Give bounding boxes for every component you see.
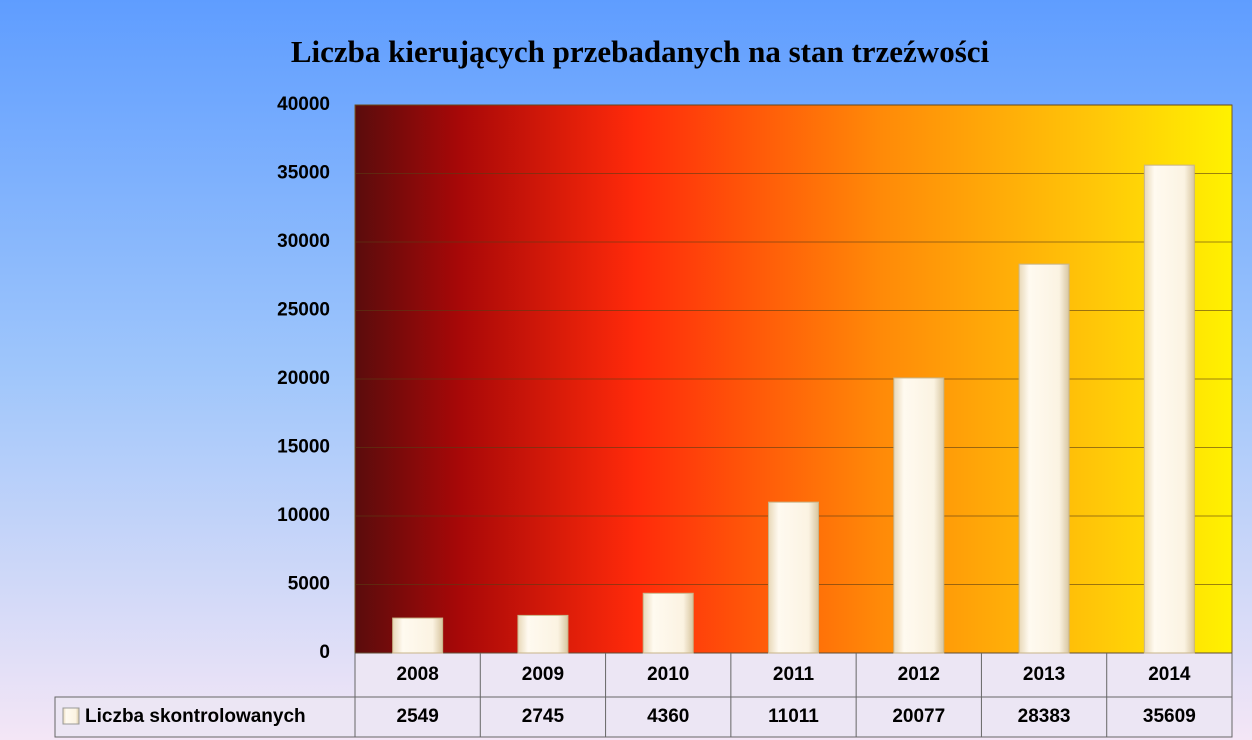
bar	[768, 501, 819, 654]
bar	[1018, 263, 1070, 654]
x-tick-label: 2010	[647, 664, 689, 685]
table-value: 4360	[647, 706, 689, 727]
y-tick-label: 25000	[277, 300, 330, 321]
y-tick-label: 10000	[277, 505, 330, 526]
table-value: 20077	[892, 706, 945, 727]
y-tick-label: 5000	[288, 574, 330, 595]
chart-title: Liczba kierujących przebadanych na stan …	[291, 34, 990, 69]
x-tick-label: 2012	[898, 664, 940, 685]
table-value: 11011	[768, 706, 819, 727]
y-tick-label: 0	[319, 642, 330, 663]
bar	[517, 614, 569, 654]
table-value: 28383	[1018, 706, 1071, 727]
table-value: 2745	[522, 706, 565, 727]
legend-cell	[54, 696, 356, 738]
bar	[642, 592, 694, 654]
y-tick-label: 20000	[277, 368, 330, 389]
y-tick-label: 30000	[277, 231, 330, 252]
x-tick-label: 2011	[773, 664, 815, 685]
y-tick-label: 35000	[277, 163, 330, 184]
x-tick-label: 2009	[522, 664, 564, 685]
table-value: 2549	[397, 706, 439, 727]
y-tick-label: 15000	[277, 437, 330, 458]
bar	[893, 377, 945, 654]
y-tick-label: 40000	[277, 94, 330, 115]
table-value: 35609	[1143, 706, 1196, 727]
x-tick-label: 2008	[397, 664, 439, 685]
bar	[392, 617, 444, 654]
x-tick-label: 2013	[1023, 664, 1065, 685]
x-tick-label: 2014	[1148, 664, 1191, 685]
legend-label: Liczba skontrolowanych	[85, 706, 306, 727]
bar	[1143, 164, 1195, 654]
legend-swatch	[62, 707, 80, 725]
